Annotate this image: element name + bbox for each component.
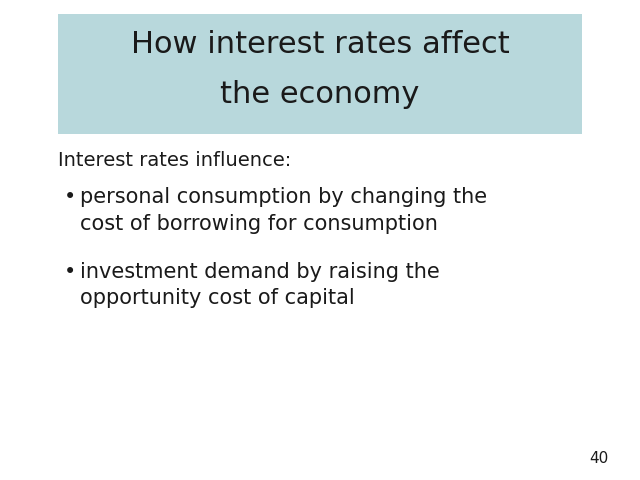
Text: •: • xyxy=(64,187,76,207)
Text: personal consumption by changing the: personal consumption by changing the xyxy=(80,187,487,207)
Text: investment demand by raising the: investment demand by raising the xyxy=(80,262,440,282)
Text: cost of borrowing for consumption: cost of borrowing for consumption xyxy=(80,214,438,234)
FancyBboxPatch shape xyxy=(58,14,582,134)
Text: the economy: the economy xyxy=(220,80,420,109)
Text: •: • xyxy=(64,262,76,282)
Text: 40: 40 xyxy=(589,451,608,466)
Text: Interest rates influence:: Interest rates influence: xyxy=(58,151,291,170)
Text: How interest rates affect: How interest rates affect xyxy=(131,30,509,59)
Text: opportunity cost of capital: opportunity cost of capital xyxy=(80,288,355,308)
